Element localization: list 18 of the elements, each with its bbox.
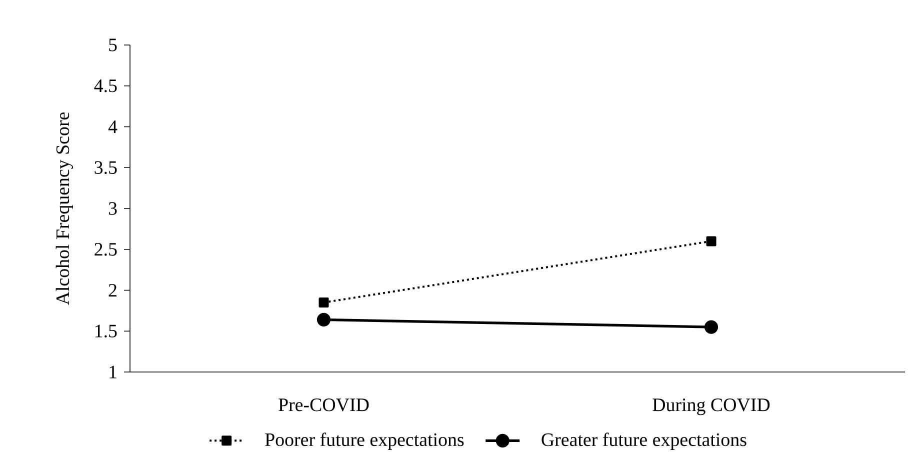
y-tick-label: 4 [108,120,118,133]
y-tick-label: 1.5 [95,324,117,338]
point [706,236,716,246]
y-tick-label: 3 [108,202,117,215]
y-tick-label: 1 [110,366,116,378]
y-axis-title: Alcohol Frequency Score [56,112,74,306]
y-tick-label: 2.5 [94,242,117,256]
x-tick-label: During COVID [652,398,770,416]
point [318,298,329,308]
legend-label: Greater future expectations [542,432,746,450]
y-tick-label: 5 [109,38,117,52]
y-tick-label: 4.5 [94,80,117,92]
legend-label: Poorer future expectations [265,432,464,450]
x-tick-label: Pre-COVID [278,398,369,412]
y-tick-label: 3.5 [94,161,117,174]
point [316,312,331,326]
point [704,320,718,334]
y-tick-label: 2 [108,284,116,297]
